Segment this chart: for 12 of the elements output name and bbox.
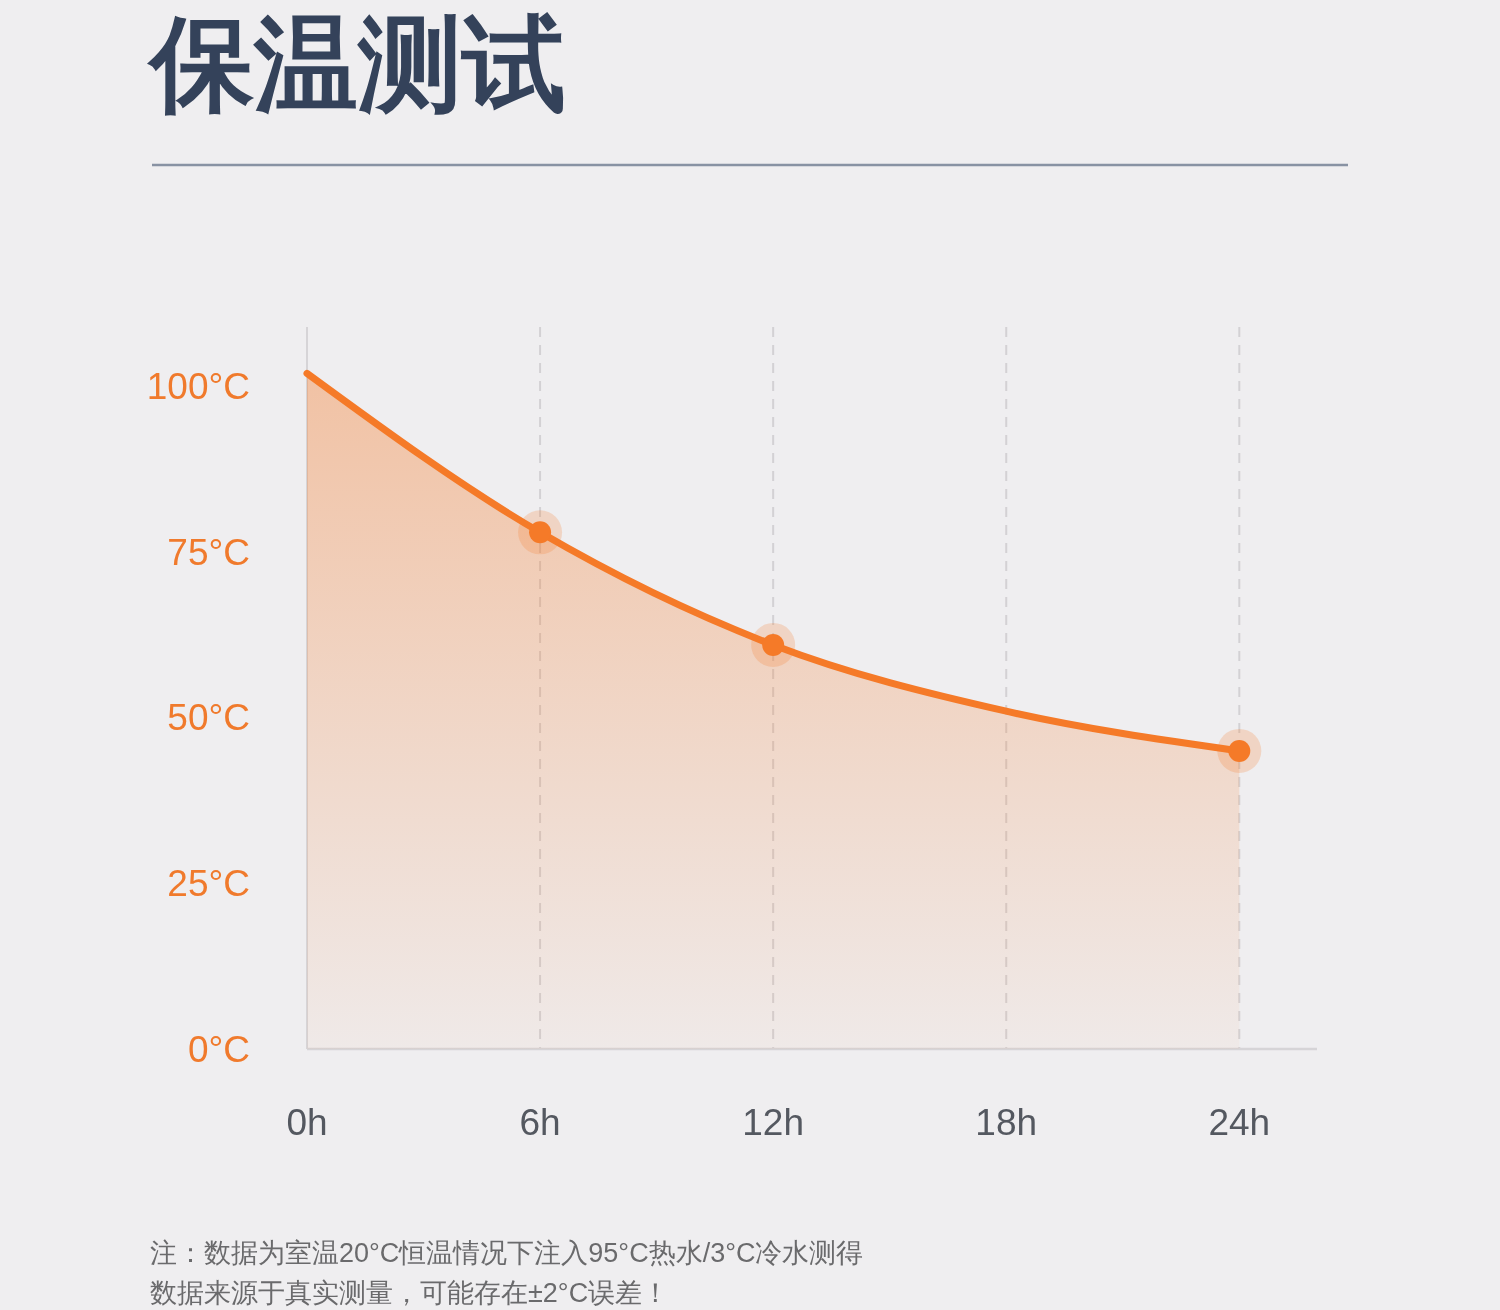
ytick-label: 100°C — [146, 366, 250, 408]
xtick-label: 12h — [742, 1101, 804, 1143]
xtick-label: 24h — [1208, 1101, 1271, 1143]
ytick-label: 25°C — [167, 862, 250, 904]
note: 数据来源于真实测量，可能存在±2°C误差！ — [150, 1278, 670, 1308]
xtick-label: 0h — [286, 1101, 328, 1143]
xtick-label: 18h — [975, 1101, 1038, 1143]
ytick-label: 0°C — [187, 1028, 250, 1070]
xtick-label: 6h — [519, 1101, 561, 1143]
note: 注：数据为室温20°C恒温情况下注入95°C热水/3°C冷水测得 — [150, 1238, 864, 1268]
ytick-label: 75°C — [167, 531, 250, 573]
ytick-label: 50°C — [167, 697, 250, 739]
